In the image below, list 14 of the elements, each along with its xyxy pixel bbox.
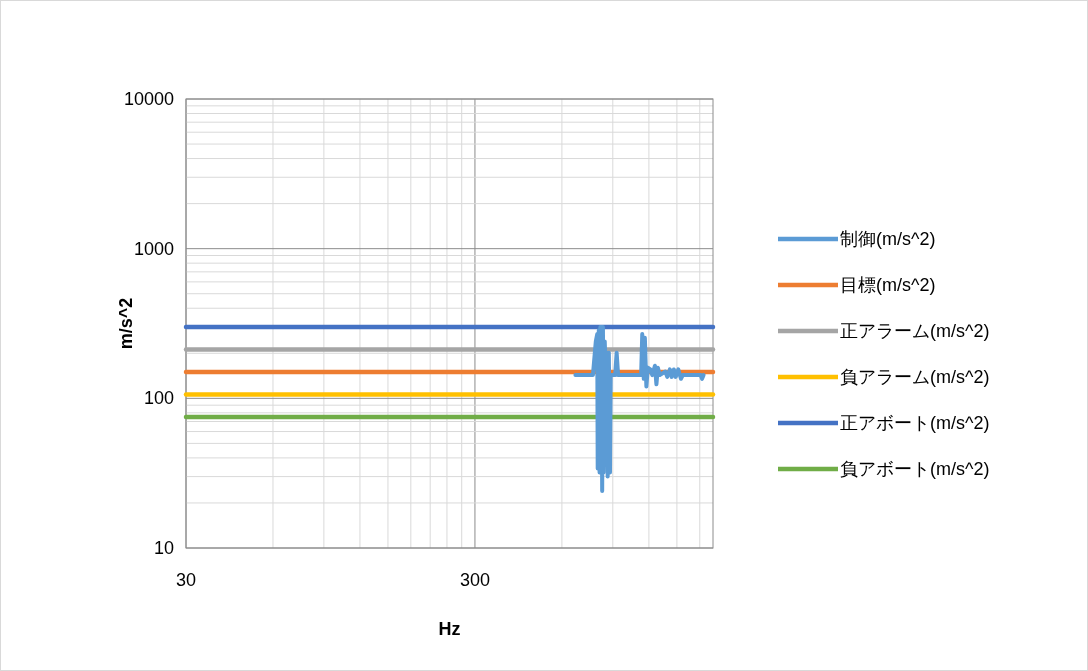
x-tick-label: 300 — [459, 570, 490, 590]
y-axis-title: m/s^2 — [116, 297, 136, 350]
y-tick-label: 10000 — [123, 89, 174, 109]
legend-label: 負アラーム(m/s^2) — [840, 367, 990, 387]
legend-label: 正アボート(m/s^2) — [840, 413, 990, 433]
legend-label: 制御(m/s^2) — [840, 229, 936, 249]
y-tick-label: 100 — [143, 388, 174, 409]
legend-label: 目標(m/s^2) — [840, 275, 936, 295]
legend-label: 正アラーム(m/s^2) — [840, 321, 990, 341]
legend-label: 負アボート(m/s^2) — [840, 459, 990, 479]
y-tick-label: 1000 — [133, 238, 174, 259]
x-tick-label: 30 — [175, 570, 197, 590]
x-axis-title: Hz — [438, 619, 461, 639]
y-tick-label: 10 — [153, 538, 174, 558]
